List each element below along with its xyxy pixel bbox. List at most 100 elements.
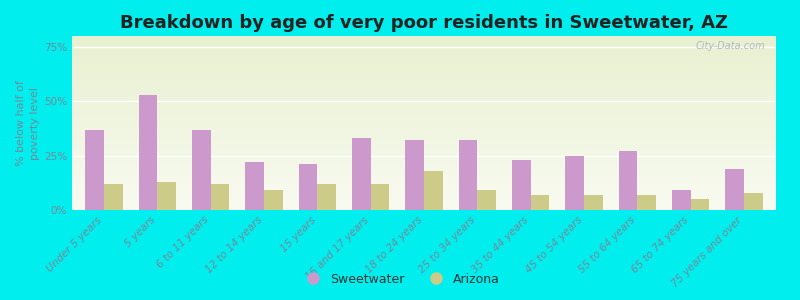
Bar <box>530 195 550 210</box>
Bar <box>72 203 776 204</box>
Bar <box>566 156 584 210</box>
Bar <box>72 98 776 100</box>
Bar <box>72 169 776 171</box>
Bar <box>72 132 776 133</box>
Bar <box>72 106 776 107</box>
Bar <box>72 91 776 93</box>
Bar <box>72 143 776 145</box>
Bar <box>72 67 776 68</box>
Y-axis label: % below half of
poverty level: % below half of poverty level <box>16 80 40 166</box>
Bar <box>72 164 776 165</box>
Bar <box>72 84 776 85</box>
Bar <box>72 39 776 40</box>
Bar <box>72 59 776 61</box>
Bar <box>72 90 776 91</box>
Bar <box>72 87 776 88</box>
Bar <box>72 38 776 39</box>
Bar <box>72 179 776 181</box>
Bar <box>72 122 776 123</box>
Bar <box>72 133 776 135</box>
Bar <box>72 155 776 156</box>
Bar <box>72 126 776 127</box>
Bar <box>72 142 776 143</box>
Bar <box>72 40 776 42</box>
Bar <box>72 148 776 149</box>
Bar <box>158 182 176 210</box>
Bar <box>72 42 776 43</box>
Bar <box>672 190 690 210</box>
Bar <box>72 58 776 59</box>
Bar <box>424 171 442 210</box>
Bar <box>72 135 776 136</box>
Bar <box>264 190 282 210</box>
Bar <box>72 171 776 172</box>
Bar <box>246 162 264 210</box>
Bar <box>72 156 776 158</box>
Bar <box>72 71 776 72</box>
Bar <box>72 136 776 137</box>
Bar <box>72 177 776 178</box>
Legend: Sweetwater, Arizona: Sweetwater, Arizona <box>295 268 505 291</box>
Bar <box>638 195 656 210</box>
Bar <box>72 52 776 53</box>
Bar <box>72 92 776 94</box>
Bar <box>138 95 158 210</box>
Bar <box>744 193 762 210</box>
Bar <box>72 78 776 80</box>
Bar <box>72 85 776 87</box>
Bar <box>72 120 776 122</box>
Bar <box>726 169 744 210</box>
Bar <box>72 146 776 148</box>
Bar <box>406 140 424 210</box>
Bar <box>72 100 776 101</box>
Bar <box>72 53 776 55</box>
Bar <box>72 185 776 187</box>
Bar <box>72 198 776 200</box>
Bar <box>72 207 776 208</box>
Bar <box>72 95 776 97</box>
Bar <box>72 188 776 190</box>
Bar <box>72 76 776 78</box>
Bar <box>72 139 776 140</box>
Bar <box>72 69 776 71</box>
Bar <box>72 124 776 126</box>
Bar <box>72 113 776 114</box>
Bar <box>72 137 776 139</box>
Bar <box>72 184 776 185</box>
Bar <box>72 201 776 203</box>
Bar <box>192 130 210 210</box>
Bar <box>72 80 776 81</box>
Bar <box>72 109 776 110</box>
Bar <box>72 158 776 159</box>
Bar <box>72 172 776 174</box>
Bar <box>72 103 776 104</box>
Bar <box>72 97 776 98</box>
Bar <box>72 191 776 193</box>
Bar <box>478 190 496 210</box>
Bar <box>72 88 776 90</box>
Bar <box>72 49 776 50</box>
Bar <box>72 129 776 130</box>
Bar <box>618 151 638 210</box>
Text: City-Data.com: City-Data.com <box>696 41 766 51</box>
Bar <box>72 178 776 179</box>
Bar <box>72 149 776 151</box>
Bar <box>370 184 390 210</box>
Bar <box>72 159 776 161</box>
Bar <box>72 181 776 182</box>
Bar <box>458 140 478 210</box>
Bar <box>72 197 776 198</box>
Bar <box>72 81 776 82</box>
Bar <box>72 165 776 166</box>
Bar <box>72 127 776 129</box>
Bar <box>72 72 776 74</box>
Bar <box>584 195 602 210</box>
Bar <box>72 56 776 58</box>
Bar <box>72 101 776 103</box>
Bar <box>72 55 776 56</box>
Bar <box>72 140 776 142</box>
Bar <box>72 62 776 64</box>
Bar <box>72 168 776 170</box>
Bar <box>72 50 776 52</box>
Bar <box>72 36 776 38</box>
